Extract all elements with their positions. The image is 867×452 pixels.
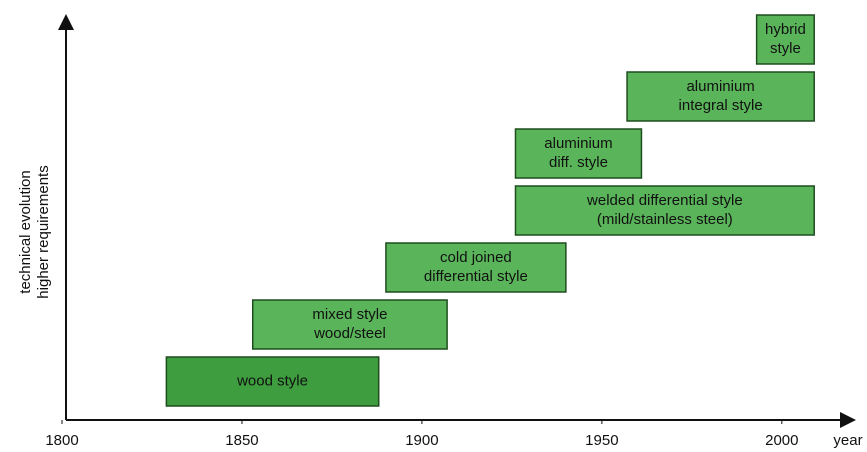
bar [514,185,815,236]
bar-label: diff. style [549,154,608,171]
bar-label: style [770,40,801,57]
x-tick-label: 2000 [765,432,798,449]
bar [514,128,643,179]
bar-label: cold joined [440,249,512,266]
bar-label: wood style [236,372,308,389]
bar [626,71,815,122]
x-tick-label: 1800 [45,432,78,449]
bar [385,242,567,293]
x-tick-label: 1900 [405,432,438,449]
y-axis-label: technical evolution [17,170,34,293]
x-tick-label: 1950 [585,432,618,449]
x-tick-label: 1850 [225,432,258,449]
bar-label: integral style [679,97,763,114]
bar-label: hybrid [765,21,806,38]
bar-label: wood/steel [313,325,386,342]
bar [755,14,815,65]
bar-label: aluminium [686,78,754,95]
bar-label: (mild/stainless steel) [597,211,733,228]
bar [252,299,448,350]
bar [165,356,380,407]
bar-label: welded differential style [586,192,743,209]
bar-label: aluminium [544,135,612,152]
bar-label: differential style [424,268,528,285]
bar-label: mixed style [312,306,387,323]
x-axis-label: year [833,432,862,449]
y-axis-label: higher requirements [35,165,52,298]
